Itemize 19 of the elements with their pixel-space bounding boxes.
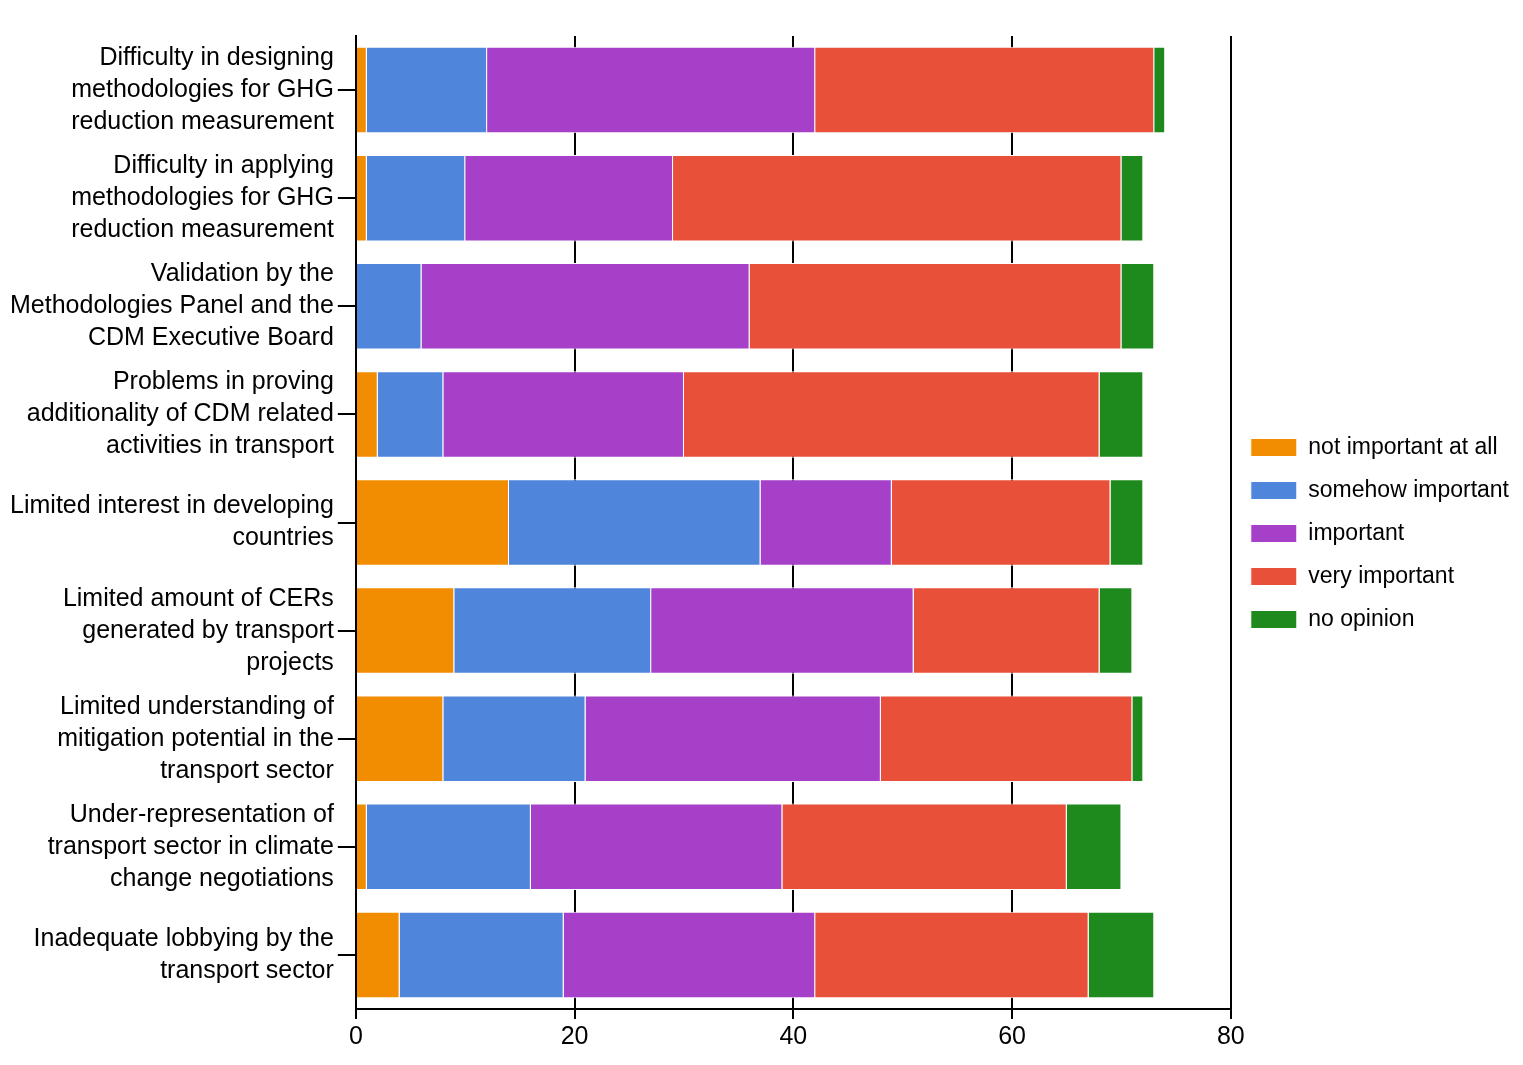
- x-tick-label: 20: [560, 1020, 589, 1049]
- x-tick-label: 0: [348, 1020, 363, 1049]
- x-tick-label: 80: [1216, 1020, 1245, 1049]
- y-tick-label: Difficulty in applying methodologies for GHG reduction measurement: [71, 150, 334, 243]
- legend-label: not important at all: [1308, 432, 1498, 459]
- legend-label: no opinion: [1308, 604, 1415, 631]
- y-tick-label: Limited understanding of mitigation potential in the transport sector: [57, 690, 334, 783]
- x-tick-label: 40: [779, 1020, 808, 1049]
- y-tick-label: Problems in proving additionality of CDM related activities in transport: [26, 366, 334, 459]
- legend-label: important: [1308, 518, 1405, 545]
- x-tick-label: 60: [998, 1020, 1026, 1049]
- y-tick-label: Limited interest in developing countries: [10, 490, 334, 551]
- y-tick-label: Limited amount of CERs generated by transport projects: [62, 582, 334, 675]
- y-tick-label: Difficulty in designing methodologies for GHG reduction measurement: [71, 41, 334, 134]
- legend-label: very important: [1308, 561, 1455, 588]
- legend-label: somehow important: [1308, 475, 1510, 502]
- y-tick-label: Under-representation of transport sector in climate change negotiations: [47, 798, 334, 891]
- y-tick-label: Inadequate lobbying by the transport sector: [33, 922, 334, 983]
- y-tick-label: Validation by the Methodologies Panel and the CDM Executive Board: [9, 258, 334, 351]
